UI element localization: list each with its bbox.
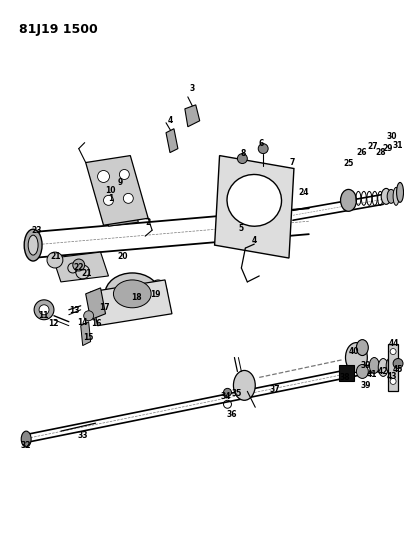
Text: 38: 38 bbox=[338, 373, 349, 382]
Text: 39: 39 bbox=[359, 381, 370, 390]
Polygon shape bbox=[166, 129, 177, 152]
Circle shape bbox=[389, 378, 395, 384]
Text: 10: 10 bbox=[105, 186, 115, 195]
Ellipse shape bbox=[233, 370, 255, 400]
Polygon shape bbox=[81, 322, 90, 345]
Ellipse shape bbox=[149, 280, 166, 304]
Text: 42: 42 bbox=[377, 367, 388, 376]
Text: 32: 32 bbox=[21, 441, 31, 449]
Ellipse shape bbox=[21, 431, 31, 447]
Text: 44: 44 bbox=[388, 339, 399, 348]
Text: 5: 5 bbox=[238, 224, 243, 233]
Circle shape bbox=[103, 196, 113, 205]
Circle shape bbox=[72, 259, 85, 271]
Text: 4: 4 bbox=[251, 236, 256, 245]
Text: 27: 27 bbox=[366, 142, 377, 151]
Circle shape bbox=[389, 349, 395, 354]
Text: 35: 35 bbox=[231, 389, 241, 398]
Text: 81J19 1500: 81J19 1500 bbox=[19, 23, 98, 36]
Text: 22: 22 bbox=[73, 263, 84, 272]
Text: 8: 8 bbox=[240, 149, 245, 158]
Text: 21: 21 bbox=[51, 252, 61, 261]
Polygon shape bbox=[214, 156, 293, 258]
Ellipse shape bbox=[369, 358, 378, 374]
Ellipse shape bbox=[386, 189, 394, 203]
Text: 9: 9 bbox=[117, 178, 123, 187]
Ellipse shape bbox=[28, 235, 38, 255]
Ellipse shape bbox=[392, 188, 398, 205]
Polygon shape bbox=[105, 204, 138, 226]
Polygon shape bbox=[184, 105, 199, 127]
Text: 34: 34 bbox=[220, 392, 230, 401]
Text: 40: 40 bbox=[348, 347, 359, 356]
Ellipse shape bbox=[345, 343, 367, 373]
Circle shape bbox=[223, 389, 231, 397]
Text: 30: 30 bbox=[386, 132, 396, 141]
Circle shape bbox=[114, 209, 122, 217]
Text: 23: 23 bbox=[32, 225, 42, 235]
Text: 43: 43 bbox=[386, 372, 396, 381]
Text: 37: 37 bbox=[269, 385, 280, 394]
Text: 3: 3 bbox=[189, 84, 194, 93]
Text: 36: 36 bbox=[226, 410, 236, 419]
Circle shape bbox=[258, 144, 267, 154]
Ellipse shape bbox=[226, 174, 281, 226]
Text: 15: 15 bbox=[83, 333, 94, 342]
Polygon shape bbox=[85, 156, 148, 225]
Polygon shape bbox=[387, 344, 397, 391]
Circle shape bbox=[50, 254, 62, 266]
Ellipse shape bbox=[340, 189, 356, 211]
Text: 2: 2 bbox=[145, 218, 150, 227]
Text: 45: 45 bbox=[392, 365, 402, 374]
Text: 24: 24 bbox=[298, 188, 308, 197]
Circle shape bbox=[47, 252, 63, 268]
Circle shape bbox=[97, 171, 109, 182]
Text: 28: 28 bbox=[374, 148, 385, 157]
Text: 33: 33 bbox=[77, 431, 88, 440]
Text: 12: 12 bbox=[48, 319, 58, 328]
Circle shape bbox=[83, 311, 94, 321]
Circle shape bbox=[124, 208, 132, 216]
Text: 1: 1 bbox=[108, 194, 113, 203]
Text: 18: 18 bbox=[131, 293, 141, 302]
Text: 7: 7 bbox=[288, 158, 294, 167]
Text: 26: 26 bbox=[355, 148, 366, 157]
Circle shape bbox=[392, 359, 402, 368]
Text: 4: 4 bbox=[167, 116, 172, 125]
Ellipse shape bbox=[24, 229, 42, 261]
Polygon shape bbox=[85, 288, 105, 320]
Circle shape bbox=[39, 305, 49, 315]
Ellipse shape bbox=[385, 358, 395, 374]
Circle shape bbox=[34, 300, 54, 320]
Circle shape bbox=[119, 169, 129, 180]
Text: 19: 19 bbox=[149, 290, 160, 300]
Text: 17: 17 bbox=[99, 303, 110, 312]
Polygon shape bbox=[90, 280, 172, 326]
Text: 41: 41 bbox=[366, 370, 377, 379]
Ellipse shape bbox=[356, 365, 367, 378]
Text: 25: 25 bbox=[343, 159, 353, 168]
Text: 13: 13 bbox=[69, 306, 80, 315]
Circle shape bbox=[123, 193, 133, 203]
Circle shape bbox=[68, 263, 77, 273]
Polygon shape bbox=[53, 252, 108, 282]
Text: 20: 20 bbox=[117, 252, 127, 261]
Ellipse shape bbox=[105, 273, 159, 315]
Text: 39: 39 bbox=[359, 361, 370, 370]
Text: 29: 29 bbox=[381, 144, 392, 153]
Text: 21: 21 bbox=[81, 270, 92, 278]
Ellipse shape bbox=[356, 340, 367, 356]
Bar bbox=[338, 366, 354, 382]
Circle shape bbox=[237, 154, 247, 164]
Ellipse shape bbox=[396, 182, 403, 203]
Text: 16: 16 bbox=[91, 319, 102, 328]
Text: 14: 14 bbox=[77, 318, 88, 327]
Ellipse shape bbox=[113, 280, 151, 308]
Text: 6: 6 bbox=[258, 139, 263, 148]
Text: 11: 11 bbox=[38, 311, 48, 320]
Text: 31: 31 bbox=[392, 141, 402, 150]
Ellipse shape bbox=[380, 188, 390, 204]
Ellipse shape bbox=[377, 359, 387, 376]
